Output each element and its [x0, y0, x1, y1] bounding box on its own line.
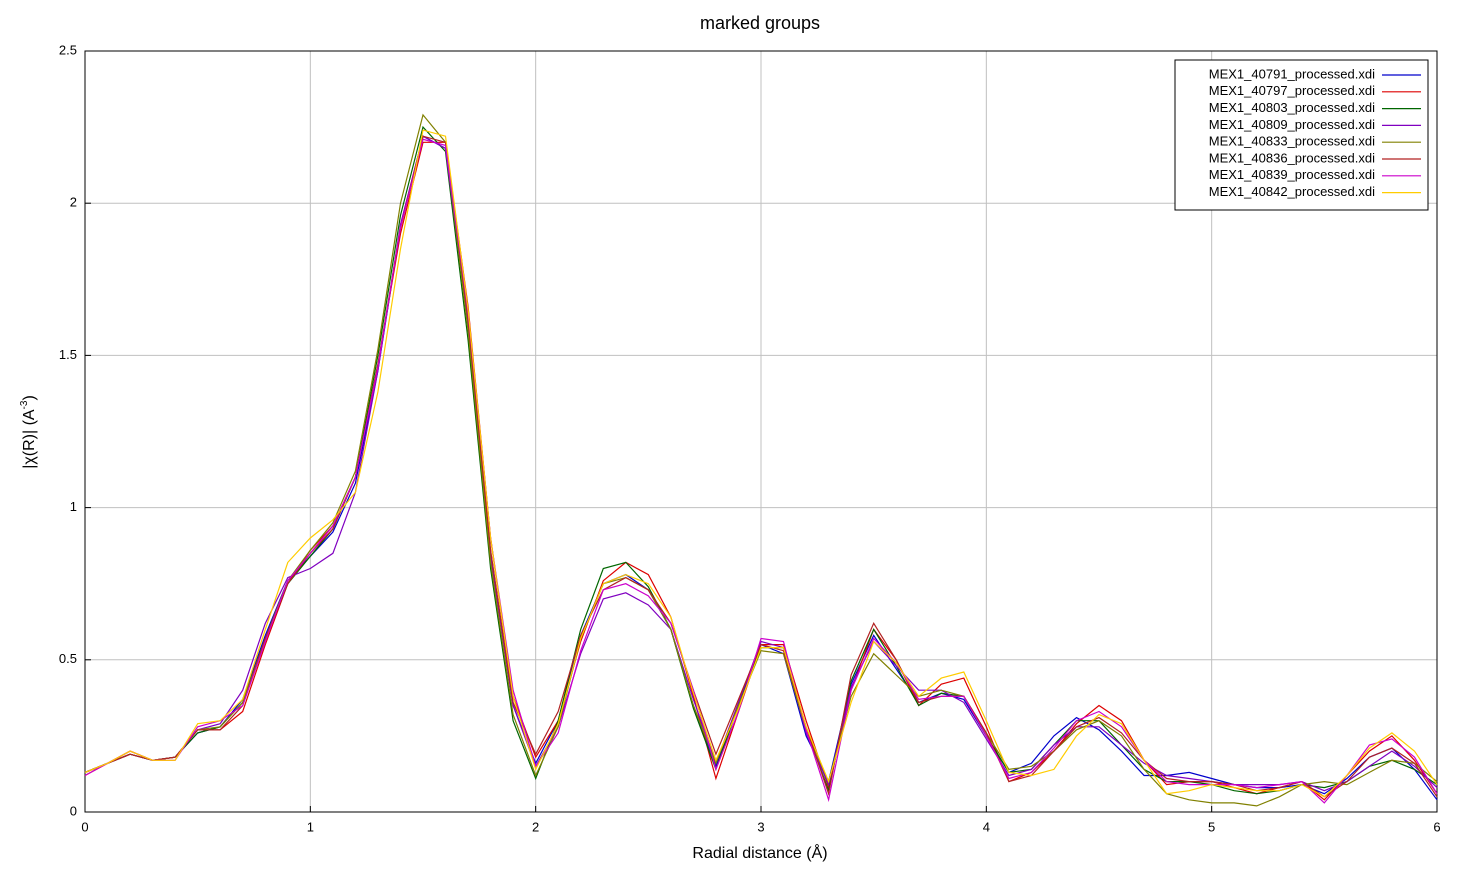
legend-label: MEX1_40842_processed.xdi	[1209, 184, 1375, 199]
data-line	[84, 113, 1438, 807]
legend-label: MEX1_40791_processed.xdi	[1209, 66, 1375, 81]
x-tick-label: 5	[1208, 819, 1215, 834]
x-tick-label: 1	[307, 819, 314, 834]
legend-label: MEX1_40803_processed.xdi	[1209, 100, 1375, 115]
x-tick-label: 6	[1433, 819, 1440, 834]
x-tick-label: 3	[757, 819, 764, 834]
legend-label: MEX1_40839_processed.xdi	[1209, 167, 1375, 182]
legend-box	[1174, 59, 1429, 211]
y-axis-label-sup: -3	[19, 400, 30, 409]
plot-frame	[84, 50, 1438, 813]
x-tick-label: 0	[81, 819, 88, 834]
y-axis-label-main: |χ(R)| (A	[21, 409, 38, 469]
y-tick-label: 1.5	[59, 347, 77, 362]
x-axis-label: Radial distance (Å)	[692, 843, 827, 862]
y-tick-label: 1	[70, 499, 77, 514]
x-tick-label: 4	[983, 819, 990, 834]
legend-label: MEX1_40836_processed.xdi	[1209, 150, 1375, 165]
data-line	[84, 129, 1438, 798]
chart-title: marked groups	[700, 13, 820, 33]
y-axis-label: |χ(R)| (A-3)	[19, 395, 39, 469]
y-tick-label: 0.5	[59, 651, 77, 666]
y-tick-label: 2	[70, 195, 77, 210]
legend-label: MEX1_40809_processed.xdi	[1209, 117, 1375, 132]
legend-label: MEX1_40833_processed.xdi	[1209, 134, 1375, 149]
x-tick-label: 2	[532, 819, 539, 834]
y-tick-label: 2.5	[59, 42, 77, 57]
y-tick-label: 0	[70, 803, 77, 818]
legend-label: MEX1_40797_processed.xdi	[1209, 83, 1375, 98]
y-axis-label-end: )	[21, 395, 38, 400]
